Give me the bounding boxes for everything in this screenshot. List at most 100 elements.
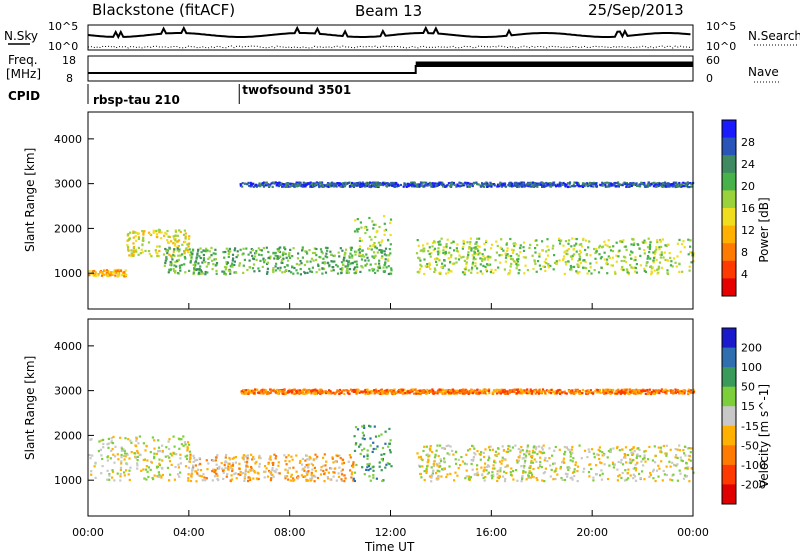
echo-cell	[259, 259, 262, 262]
echo-cell	[462, 242, 465, 245]
echo-cell	[113, 269, 116, 272]
echo-cell	[492, 474, 495, 477]
echo-cell	[168, 235, 171, 239]
echo-cell	[290, 475, 293, 478]
echo-cell	[243, 258, 246, 261]
echo-cell	[617, 390, 620, 393]
echo-cell	[245, 389, 248, 392]
echo-cell	[594, 390, 597, 393]
echo-cell	[440, 182, 443, 185]
echo-cell	[199, 269, 202, 272]
echo-cell	[516, 260, 519, 263]
echo-cell	[302, 475, 305, 478]
echo-cell	[147, 250, 151, 253]
echo-cell	[663, 251, 666, 254]
echo-cell	[234, 456, 237, 459]
echo-cell	[166, 249, 169, 252]
echo-cell	[473, 253, 476, 256]
echo-cell	[260, 392, 263, 395]
echo-cell	[500, 462, 503, 465]
echo-cell	[266, 267, 269, 270]
echo-cell	[139, 453, 142, 457]
echo-cell	[184, 248, 187, 251]
y-tick-label: 2000	[54, 429, 82, 442]
echo-cell	[631, 453, 634, 456]
echo-cell	[442, 249, 445, 252]
echo-cell	[662, 469, 665, 473]
echo-cell	[375, 477, 378, 480]
echo-cell	[607, 449, 610, 453]
echo-cell	[217, 479, 220, 482]
echo-cell	[271, 473, 274, 477]
echo-cell	[202, 249, 205, 252]
echo-cell	[199, 462, 202, 465]
echo-cell	[310, 185, 313, 188]
echo-cell	[676, 463, 679, 466]
echo-cell	[266, 391, 270, 394]
echo-cell	[606, 181, 609, 184]
echo-cell	[373, 251, 376, 254]
echo-cell	[377, 241, 380, 244]
echo-cell	[519, 244, 522, 247]
echo-cell	[431, 182, 434, 185]
echo-cell	[673, 184, 677, 187]
echo-cell	[196, 472, 199, 475]
echo-cell	[288, 460, 291, 463]
echo-cell	[432, 241, 435, 245]
echo-cell	[603, 240, 606, 243]
echo-cell	[148, 253, 151, 256]
echo-cell	[509, 265, 512, 268]
echo-cell	[598, 457, 601, 461]
echo-cell	[572, 185, 576, 188]
echo-cell	[506, 247, 509, 250]
echo-cell	[319, 392, 322, 395]
echo-cell	[675, 183, 679, 186]
echo-cell	[445, 475, 448, 479]
echo-cell	[197, 468, 200, 471]
echo-cell	[533, 451, 536, 454]
echo-cell	[558, 388, 561, 392]
echo-cell	[446, 452, 449, 455]
echo-cell	[537, 392, 541, 395]
echo-cell	[162, 253, 166, 256]
echo-cell	[168, 268, 171, 271]
echo-cell	[423, 272, 426, 276]
echo-cell	[476, 237, 479, 240]
echo-cell	[604, 184, 607, 187]
echo-cell	[233, 260, 236, 263]
echo-cell	[157, 439, 160, 442]
echo-cell	[432, 469, 435, 472]
echo-cell	[674, 185, 677, 189]
echo-cell	[680, 459, 683, 462]
echo-cell	[136, 459, 139, 462]
echo-cell	[397, 184, 400, 187]
echo-cell	[662, 444, 665, 448]
echo-cell	[585, 392, 588, 395]
echo-cell	[228, 456, 231, 460]
echo-cell	[583, 259, 586, 262]
colorbar-swatch	[722, 445, 736, 466]
echo-cell	[363, 473, 366, 476]
echo-cell	[633, 259, 636, 262]
echo-cell	[337, 251, 340, 254]
echo-cell	[199, 469, 203, 472]
echo-cell	[619, 183, 622, 186]
echo-cell	[244, 468, 248, 471]
echo-cell	[598, 388, 601, 392]
echo-cell	[385, 463, 388, 466]
echo-cell	[179, 453, 182, 456]
echo-cell	[90, 470, 93, 473]
velocity-frame	[87, 318, 694, 517]
y-tick-label: 4000	[54, 133, 82, 146]
echo-cell	[415, 183, 418, 186]
echo-cell	[661, 479, 664, 482]
echo-cell	[343, 253, 346, 256]
echo-cell	[225, 475, 228, 478]
echo-cell	[425, 181, 428, 184]
echo-cell	[506, 253, 509, 256]
echo-cell	[193, 269, 196, 272]
echo-cell	[559, 466, 562, 469]
echo-cell	[379, 183, 382, 186]
echo-cell	[468, 246, 471, 249]
echo-cell	[285, 184, 288, 187]
